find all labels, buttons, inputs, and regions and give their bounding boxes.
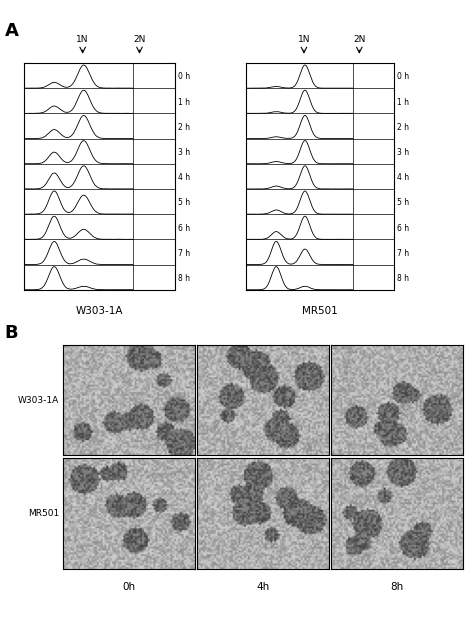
Text: 2 h: 2 h — [397, 123, 409, 132]
Text: 8 h: 8 h — [397, 274, 409, 283]
Text: 2N: 2N — [133, 35, 146, 44]
Text: 6 h: 6 h — [178, 224, 190, 232]
Text: 4 h: 4 h — [178, 173, 190, 182]
Text: 2 h: 2 h — [178, 123, 190, 132]
Text: A: A — [5, 22, 18, 40]
Text: 6 h: 6 h — [397, 224, 409, 232]
Text: MR501: MR501 — [28, 509, 59, 518]
Text: 0 h: 0 h — [178, 72, 190, 81]
Text: 3 h: 3 h — [397, 148, 409, 157]
Text: 7 h: 7 h — [178, 249, 190, 258]
Text: 3 h: 3 h — [178, 148, 190, 157]
Text: 7 h: 7 h — [397, 249, 409, 258]
Text: 0h: 0h — [122, 582, 136, 592]
Text: MR501: MR501 — [302, 306, 338, 316]
Text: 8h: 8h — [391, 582, 404, 592]
Text: 1N: 1N — [298, 35, 310, 44]
Text: 0 h: 0 h — [397, 72, 409, 81]
Text: 4 h: 4 h — [397, 173, 409, 182]
Text: B: B — [5, 324, 18, 343]
Text: 5 h: 5 h — [178, 198, 190, 207]
Text: W303-1A: W303-1A — [76, 306, 123, 316]
Text: 8 h: 8 h — [178, 274, 190, 283]
Text: 2N: 2N — [353, 35, 365, 44]
Text: 1N: 1N — [76, 35, 89, 44]
Text: 1 h: 1 h — [178, 98, 190, 106]
Text: 4h: 4h — [256, 582, 270, 592]
Text: W303-1A: W303-1A — [18, 396, 59, 404]
Text: 1 h: 1 h — [397, 98, 409, 106]
Text: 5 h: 5 h — [397, 198, 409, 207]
